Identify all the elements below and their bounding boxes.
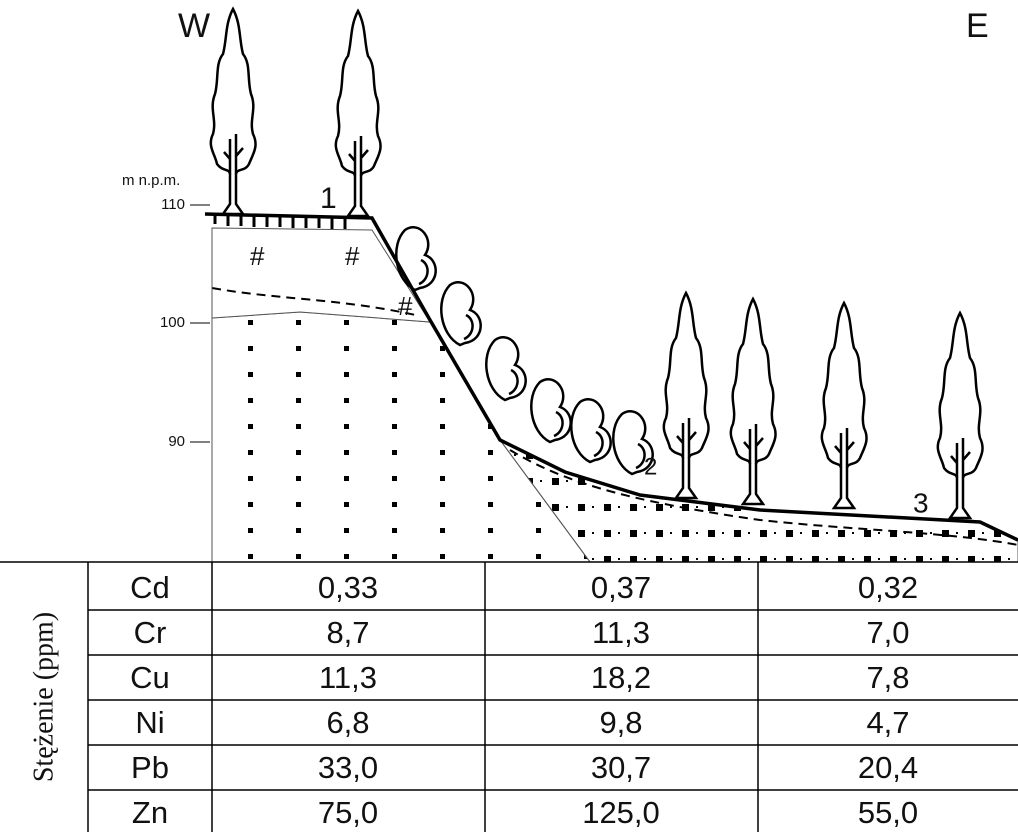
shrub [571, 399, 610, 462]
tree [822, 303, 867, 508]
value-cell: 11,3 [592, 615, 650, 650]
value-cell: 6,8 [326, 705, 369, 740]
value-cell: 8,7 [326, 615, 369, 650]
value-cell: 75,0 [318, 795, 378, 830]
cross-section: # # # [205, 9, 1018, 562]
element-cell: Cu [130, 660, 170, 695]
tree [211, 9, 256, 214]
value-cell: 55,0 [858, 795, 918, 830]
value-cell: 0,32 [858, 570, 918, 605]
value-cell: 33,0 [318, 750, 378, 785]
value-cell: 11,3 [319, 660, 377, 695]
diagram: # # # W Em n.p.m. 110 100 90 1 2 3 Stężenie (ppm… [0, 0, 1018, 832]
element-cell: Ni [135, 705, 164, 740]
site-label: 2 [644, 453, 657, 480]
value-cell: 7,0 [866, 615, 909, 650]
shrub [531, 379, 570, 442]
value-cell: 20,4 [858, 750, 918, 785]
value-cell: 9,8 [599, 705, 642, 740]
shrub [441, 282, 480, 345]
direction-label: E [966, 7, 989, 45]
tree [938, 313, 983, 518]
value-cell: 0,37 [591, 570, 651, 605]
shrub [486, 337, 525, 400]
element-cell: Pb [131, 750, 169, 785]
tree [731, 299, 776, 504]
symbol: # [398, 291, 413, 321]
value-cell: 0,33 [318, 570, 378, 605]
value-cell: 30,7 [591, 750, 651, 785]
tick-label: 100 [160, 314, 185, 331]
sand-layer [212, 312, 590, 562]
axis-unit: m n.p.m. [122, 172, 180, 189]
tree [664, 293, 709, 498]
direction-label: W [178, 7, 210, 45]
tick-label: 110 [161, 196, 185, 213]
symbol: # [250, 241, 265, 271]
row-header: Stężenie (ppm) [28, 612, 59, 782]
element-cell: Cr [134, 615, 167, 650]
value-cell: 18,2 [591, 660, 651, 695]
tick-label: 90 [168, 433, 185, 450]
value-cell: 125,0 [582, 795, 660, 830]
tree [336, 11, 381, 216]
value-cell: 7,8 [866, 660, 909, 695]
value-cell: 4,7 [866, 705, 909, 740]
site-label: 1 [320, 182, 337, 215]
element-cell: Cd [130, 570, 170, 605]
element-cell: Zn [132, 795, 168, 830]
site-label: 3 [913, 487, 929, 518]
symbol: # [345, 241, 360, 271]
